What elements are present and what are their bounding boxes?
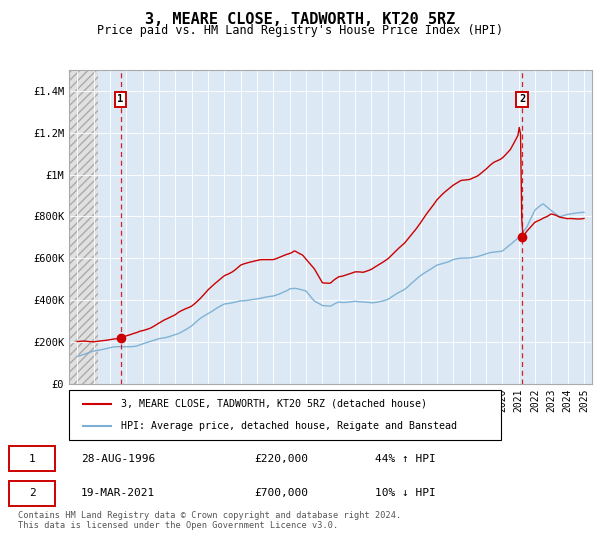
Text: 2: 2 [29,488,35,498]
Text: 3, MEARE CLOSE, TADWORTH, KT20 5RZ: 3, MEARE CLOSE, TADWORTH, KT20 5RZ [145,12,455,27]
Text: £220,000: £220,000 [254,454,308,464]
Text: HPI: Average price, detached house, Reigate and Banstead: HPI: Average price, detached house, Reig… [121,421,457,431]
FancyBboxPatch shape [9,446,55,471]
FancyBboxPatch shape [9,481,55,506]
Text: Price paid vs. HM Land Registry's House Price Index (HPI): Price paid vs. HM Land Registry's House … [97,24,503,37]
Text: 19-MAR-2021: 19-MAR-2021 [81,488,155,498]
Text: 1: 1 [118,94,124,104]
FancyBboxPatch shape [69,390,501,440]
Bar [69,70,98,384]
Text: Contains HM Land Registry data © Crown copyright and database right 2024.
This d: Contains HM Land Registry data © Crown c… [18,511,401,530]
Text: 10% ↓ HPI: 10% ↓ HPI [375,488,436,498]
Text: 28-AUG-1996: 28-AUG-1996 [81,454,155,464]
Text: 1: 1 [29,454,35,464]
Text: £700,000: £700,000 [254,488,308,498]
Text: 44% ↑ HPI: 44% ↑ HPI [375,454,436,464]
Text: 2: 2 [519,94,525,104]
Text: 3, MEARE CLOSE, TADWORTH, KT20 5RZ (detached house): 3, MEARE CLOSE, TADWORTH, KT20 5RZ (deta… [121,399,427,409]
